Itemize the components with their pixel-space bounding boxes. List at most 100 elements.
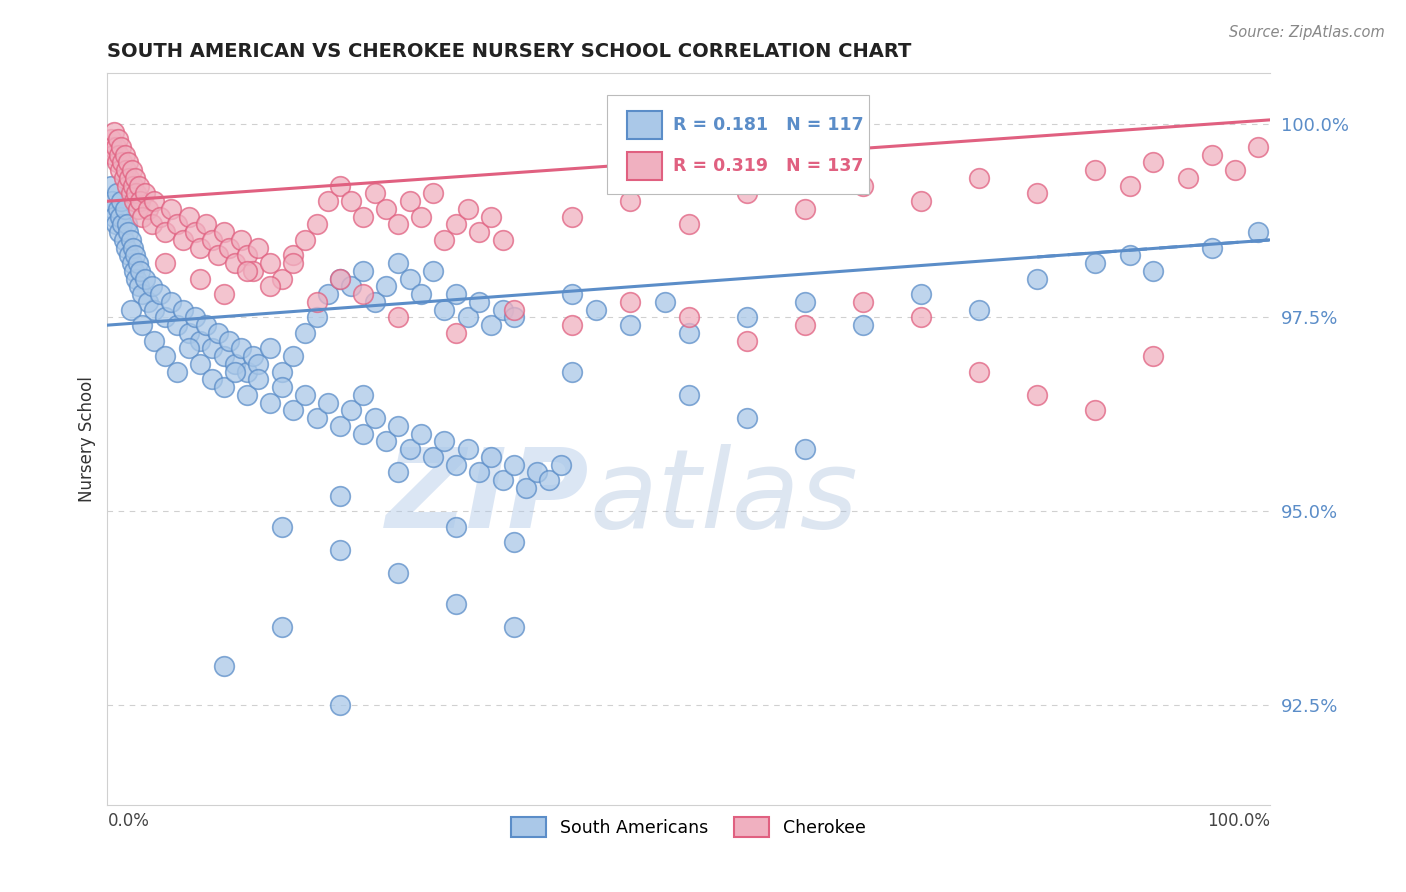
Point — [259, 342, 281, 356]
Point — [160, 202, 183, 216]
Point — [515, 481, 537, 495]
Point — [329, 271, 352, 285]
Point — [125, 271, 148, 285]
Point — [561, 287, 583, 301]
Point — [619, 194, 641, 209]
Point — [479, 450, 502, 464]
Point — [852, 294, 875, 309]
Point — [967, 171, 990, 186]
Point — [387, 218, 409, 232]
FancyBboxPatch shape — [627, 152, 662, 179]
Text: SOUTH AMERICAN VS CHEROKEE NURSERY SCHOOL CORRELATION CHART: SOUTH AMERICAN VS CHEROKEE NURSERY SCHOO… — [107, 42, 911, 61]
Point — [585, 302, 607, 317]
Point — [364, 411, 387, 425]
Point — [503, 458, 526, 472]
Point — [1247, 140, 1270, 154]
Point — [387, 566, 409, 580]
Point — [236, 264, 259, 278]
Point — [224, 365, 246, 379]
Point — [114, 147, 136, 161]
Text: 100.0%: 100.0% — [1206, 812, 1270, 830]
Point — [294, 388, 316, 402]
Point — [316, 287, 339, 301]
Point — [117, 155, 139, 169]
Point — [107, 202, 129, 216]
Point — [259, 395, 281, 409]
Point — [122, 264, 145, 278]
Point — [247, 372, 270, 386]
Point — [735, 310, 758, 325]
Point — [1177, 171, 1199, 186]
Point — [1142, 264, 1164, 278]
Point — [1026, 186, 1049, 201]
Point — [735, 334, 758, 348]
Point — [259, 256, 281, 270]
Point — [422, 450, 444, 464]
Point — [444, 597, 467, 611]
Point — [110, 140, 132, 154]
Point — [398, 194, 420, 209]
Point — [1247, 225, 1270, 239]
Point — [1084, 403, 1107, 417]
Point — [340, 194, 363, 209]
Point — [104, 218, 127, 232]
FancyBboxPatch shape — [607, 95, 869, 194]
Point — [112, 171, 135, 186]
Point — [142, 194, 165, 209]
Point — [491, 233, 513, 247]
Point — [422, 264, 444, 278]
Point — [793, 442, 815, 456]
Point — [101, 194, 124, 209]
Point — [134, 186, 156, 201]
Point — [212, 380, 235, 394]
Point — [1026, 388, 1049, 402]
Point — [122, 178, 145, 193]
Point — [103, 210, 125, 224]
Text: Source: ZipAtlas.com: Source: ZipAtlas.com — [1229, 25, 1385, 40]
Point — [149, 210, 172, 224]
Point — [444, 519, 467, 533]
Point — [236, 248, 259, 262]
Point — [561, 210, 583, 224]
Point — [124, 171, 146, 186]
Point — [108, 210, 131, 224]
FancyBboxPatch shape — [627, 112, 662, 139]
Point — [387, 310, 409, 325]
Point — [121, 256, 143, 270]
Point — [793, 318, 815, 333]
Point — [329, 271, 352, 285]
Point — [120, 302, 142, 317]
Point — [212, 225, 235, 239]
Point — [118, 248, 141, 262]
Point — [229, 342, 252, 356]
Point — [136, 294, 159, 309]
Point — [270, 380, 292, 394]
Point — [364, 294, 387, 309]
Point — [479, 210, 502, 224]
Point — [503, 535, 526, 549]
Point — [115, 241, 138, 255]
Point — [236, 388, 259, 402]
Point — [329, 418, 352, 433]
Point — [678, 388, 700, 402]
Point — [101, 140, 124, 154]
Point — [166, 365, 188, 379]
Point — [491, 302, 513, 317]
Point — [134, 271, 156, 285]
Point — [352, 210, 374, 224]
Point — [207, 326, 229, 340]
Point — [224, 256, 246, 270]
Point — [735, 186, 758, 201]
Point — [166, 218, 188, 232]
Point — [1119, 248, 1142, 262]
Point — [201, 233, 224, 247]
Point — [103, 147, 125, 161]
Point — [128, 178, 150, 193]
Point — [1201, 241, 1223, 255]
Point — [270, 271, 292, 285]
Point — [112, 233, 135, 247]
Point — [967, 302, 990, 317]
Point — [183, 225, 205, 239]
Point — [619, 318, 641, 333]
Point — [270, 365, 292, 379]
